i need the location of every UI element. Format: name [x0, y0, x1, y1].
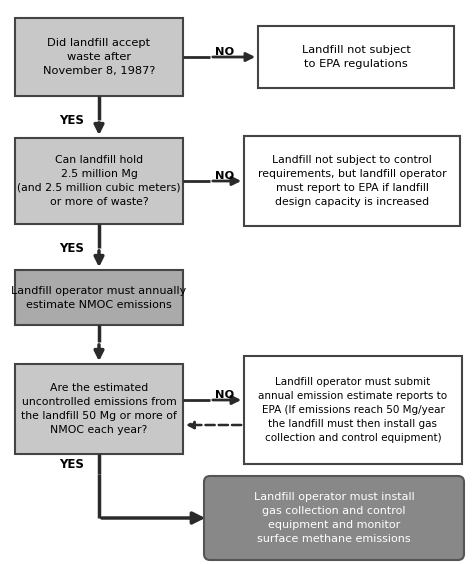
FancyBboxPatch shape: [15, 18, 183, 96]
Text: YES: YES: [59, 113, 84, 126]
Text: NO: NO: [215, 47, 235, 57]
Text: Landfill not subject
to EPA regulations: Landfill not subject to EPA regulations: [302, 45, 411, 69]
Text: Can landfill hold
2.5 million Mg
(and 2.5 million cubic meters)
or more of waste: Can landfill hold 2.5 million Mg (and 2.…: [17, 155, 181, 207]
Text: Landfill operator must annually
estimate NMOC emissions: Landfill operator must annually estimate…: [11, 285, 186, 310]
FancyBboxPatch shape: [244, 136, 460, 226]
Text: YES: YES: [59, 457, 84, 470]
Text: NO: NO: [215, 171, 235, 181]
Text: Landfill not subject to control
requirements, but landfill operator
must report : Landfill not subject to control requirem…: [258, 155, 447, 207]
Text: Landfill operator must install
gas collection and control
equipment and monitor
: Landfill operator must install gas colle…: [253, 492, 414, 544]
Text: Did landfill accept
waste after
November 8, 1987?: Did landfill accept waste after November…: [43, 38, 155, 76]
FancyBboxPatch shape: [15, 364, 183, 454]
Text: YES: YES: [59, 241, 84, 254]
Text: Landfill operator must submit
annual emission estimate reports to
EPA (If emissi: Landfill operator must submit annual emi…: [259, 377, 447, 443]
FancyBboxPatch shape: [244, 356, 462, 464]
FancyBboxPatch shape: [204, 476, 464, 560]
Text: Are the estimated
uncontrolled emissions from
the landfill 50 Mg or more of
NMOC: Are the estimated uncontrolled emissions…: [21, 383, 177, 435]
FancyBboxPatch shape: [15, 138, 183, 224]
FancyBboxPatch shape: [15, 270, 183, 325]
Text: NO: NO: [215, 390, 235, 400]
FancyBboxPatch shape: [258, 26, 454, 88]
